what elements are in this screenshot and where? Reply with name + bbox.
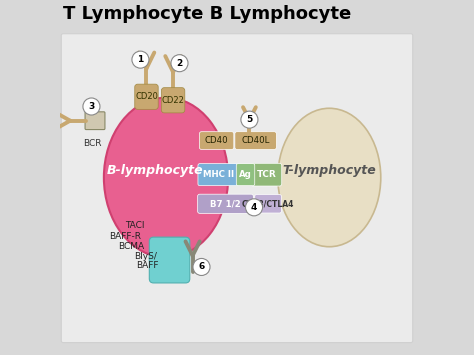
Text: B7 1/2: B7 1/2 — [210, 199, 241, 208]
FancyBboxPatch shape — [200, 132, 234, 149]
Circle shape — [241, 111, 258, 128]
Text: BlyS/: BlyS/ — [134, 252, 157, 261]
FancyBboxPatch shape — [161, 88, 185, 113]
Text: CD28/CTLA4: CD28/CTLA4 — [242, 199, 294, 208]
FancyBboxPatch shape — [235, 132, 276, 149]
Circle shape — [83, 98, 100, 115]
Text: T-lymphocyte: T-lymphocyte — [283, 164, 376, 177]
FancyBboxPatch shape — [149, 237, 190, 283]
Text: 5: 5 — [246, 115, 253, 124]
Ellipse shape — [104, 98, 228, 257]
Text: TCR: TCR — [256, 170, 276, 179]
Circle shape — [193, 258, 210, 275]
Text: BCR: BCR — [83, 139, 101, 148]
Circle shape — [132, 51, 149, 68]
Text: 1: 1 — [137, 55, 144, 64]
Ellipse shape — [278, 108, 381, 247]
Text: 6: 6 — [199, 262, 205, 272]
Text: CD20: CD20 — [135, 92, 158, 102]
Text: T Lymphocyte B Lymphocyte: T Lymphocyte B Lymphocyte — [63, 5, 351, 23]
Text: CD40: CD40 — [205, 136, 228, 145]
FancyBboxPatch shape — [198, 194, 253, 213]
FancyBboxPatch shape — [198, 164, 240, 186]
FancyBboxPatch shape — [237, 164, 255, 186]
FancyBboxPatch shape — [61, 34, 413, 343]
Text: MHC II: MHC II — [203, 170, 235, 179]
Text: BCMA: BCMA — [118, 242, 145, 251]
Text: CD22: CD22 — [162, 96, 184, 105]
FancyBboxPatch shape — [85, 112, 105, 130]
Text: TACI: TACI — [125, 221, 145, 230]
Text: 2: 2 — [176, 59, 182, 68]
Text: Ag: Ag — [239, 170, 252, 179]
Text: B-lymphocyte: B-lymphocyte — [107, 164, 204, 177]
Circle shape — [246, 199, 263, 216]
Text: 4: 4 — [251, 203, 257, 212]
Text: BAFF: BAFF — [136, 261, 158, 270]
FancyBboxPatch shape — [255, 195, 282, 213]
Text: CD40L: CD40L — [241, 136, 270, 145]
Text: 3: 3 — [88, 102, 95, 111]
Text: BAFF-R: BAFF-R — [109, 231, 141, 241]
FancyBboxPatch shape — [135, 84, 158, 109]
Circle shape — [171, 55, 188, 72]
FancyBboxPatch shape — [251, 163, 282, 186]
